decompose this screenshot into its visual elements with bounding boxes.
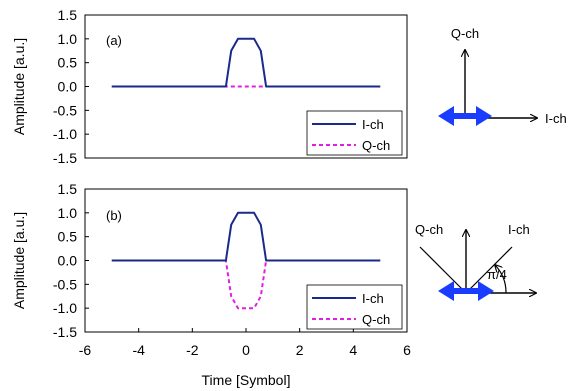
y-axis-label-a: Amplitude [a.u.] (11, 38, 27, 135)
y-tick-label: 0.0 (58, 253, 78, 269)
angle-arc-arrow-b (495, 265, 507, 294)
y-tick-label: -0.5 (53, 276, 77, 292)
series-line-q-ch (111, 259, 381, 310)
series-layer-b (111, 211, 381, 310)
x-tick-label: 0 (242, 342, 250, 358)
x-axis-label: Time [Symbol] (202, 372, 291, 388)
y-ticks-a: 1.5 1.0 0.5 0.0 -0.5 -1.0 -1.5 (53, 7, 89, 166)
q-ch-label-b: Q-ch (415, 222, 443, 237)
x-tick-label: 2 (296, 342, 304, 358)
q-ch-label-a: Q-ch (451, 26, 479, 41)
pi-over-4-label-b: π/4 (487, 267, 507, 282)
series-line-i-ch (111, 37, 381, 88)
x-ticks-b: -6 -4 -2 0 2 4 6 (79, 328, 411, 358)
i-ch-label-b: I-ch (508, 222, 530, 237)
series-line-i-ch (111, 211, 381, 262)
series-layer-a (111, 37, 381, 88)
legend-label-i-b: I-ch (362, 291, 384, 306)
legend-label-i-a: I-ch (362, 117, 384, 132)
y-tick-label: 0.5 (58, 229, 78, 245)
y-tick-label: 0.5 (58, 55, 78, 71)
q-ch-diagonal-b (419, 246, 467, 294)
y-tick-label: -1.5 (53, 324, 77, 340)
iq-diagram-a: Q-ch I-ch (438, 26, 567, 126)
y-tick-label: 0.0 (58, 79, 78, 95)
y-tick-label: 1.5 (58, 181, 78, 197)
x-tick-label: -2 (186, 342, 199, 358)
x-tick-label: -4 (132, 342, 145, 358)
legend-label-q-a: Q-ch (362, 138, 390, 153)
y-ticks-b: 1.5 1.0 0.5 0.0 -0.5 -1.0 -1.5 (53, 181, 89, 340)
i-ch-diagonal-b (465, 246, 513, 294)
y-tick-label: 1.5 (58, 7, 78, 23)
panel-a: 1.5 1.0 0.5 0.0 -0.5 -1.0 -1.5 Amplitude [a.u.… (11, 7, 408, 166)
panel-label-b: (b) (106, 208, 122, 223)
x-tick-label: 4 (349, 342, 357, 358)
y-tick-label: -1.5 (53, 150, 77, 166)
blue-double-arrow-a (438, 106, 492, 126)
y-tick-label: -1.0 (53, 300, 77, 316)
legend-box-a (306, 110, 403, 156)
blue-double-arrow-b (438, 281, 494, 301)
x-tick-label: 6 (403, 342, 411, 358)
i-ch-label-a: I-ch (545, 111, 567, 126)
x-tick-label: -6 (79, 342, 92, 358)
legend-b: I-ch Q-ch (306, 284, 403, 330)
legend-label-q-b: Q-ch (362, 312, 390, 327)
y-tick-label: 1.0 (58, 205, 78, 221)
y-tick-label: -0.5 (53, 102, 77, 118)
legend-box-b (306, 284, 403, 330)
y-tick-label: -1.0 (53, 126, 77, 142)
legend-a: I-ch Q-ch (306, 110, 403, 156)
panel-b: 1.5 1.0 0.5 0.0 -0.5 -1.0 -1.5 -6 -4 -2 0 2 4 6 Ampl… (11, 181, 411, 388)
y-tick-label: 1.0 (58, 31, 78, 47)
iq-diagram-b: Q-ch I-ch π/4 (415, 222, 536, 301)
panel-label-a: (a) (106, 33, 122, 48)
y-axis-label-b: Amplitude [a.u.] (11, 212, 27, 309)
